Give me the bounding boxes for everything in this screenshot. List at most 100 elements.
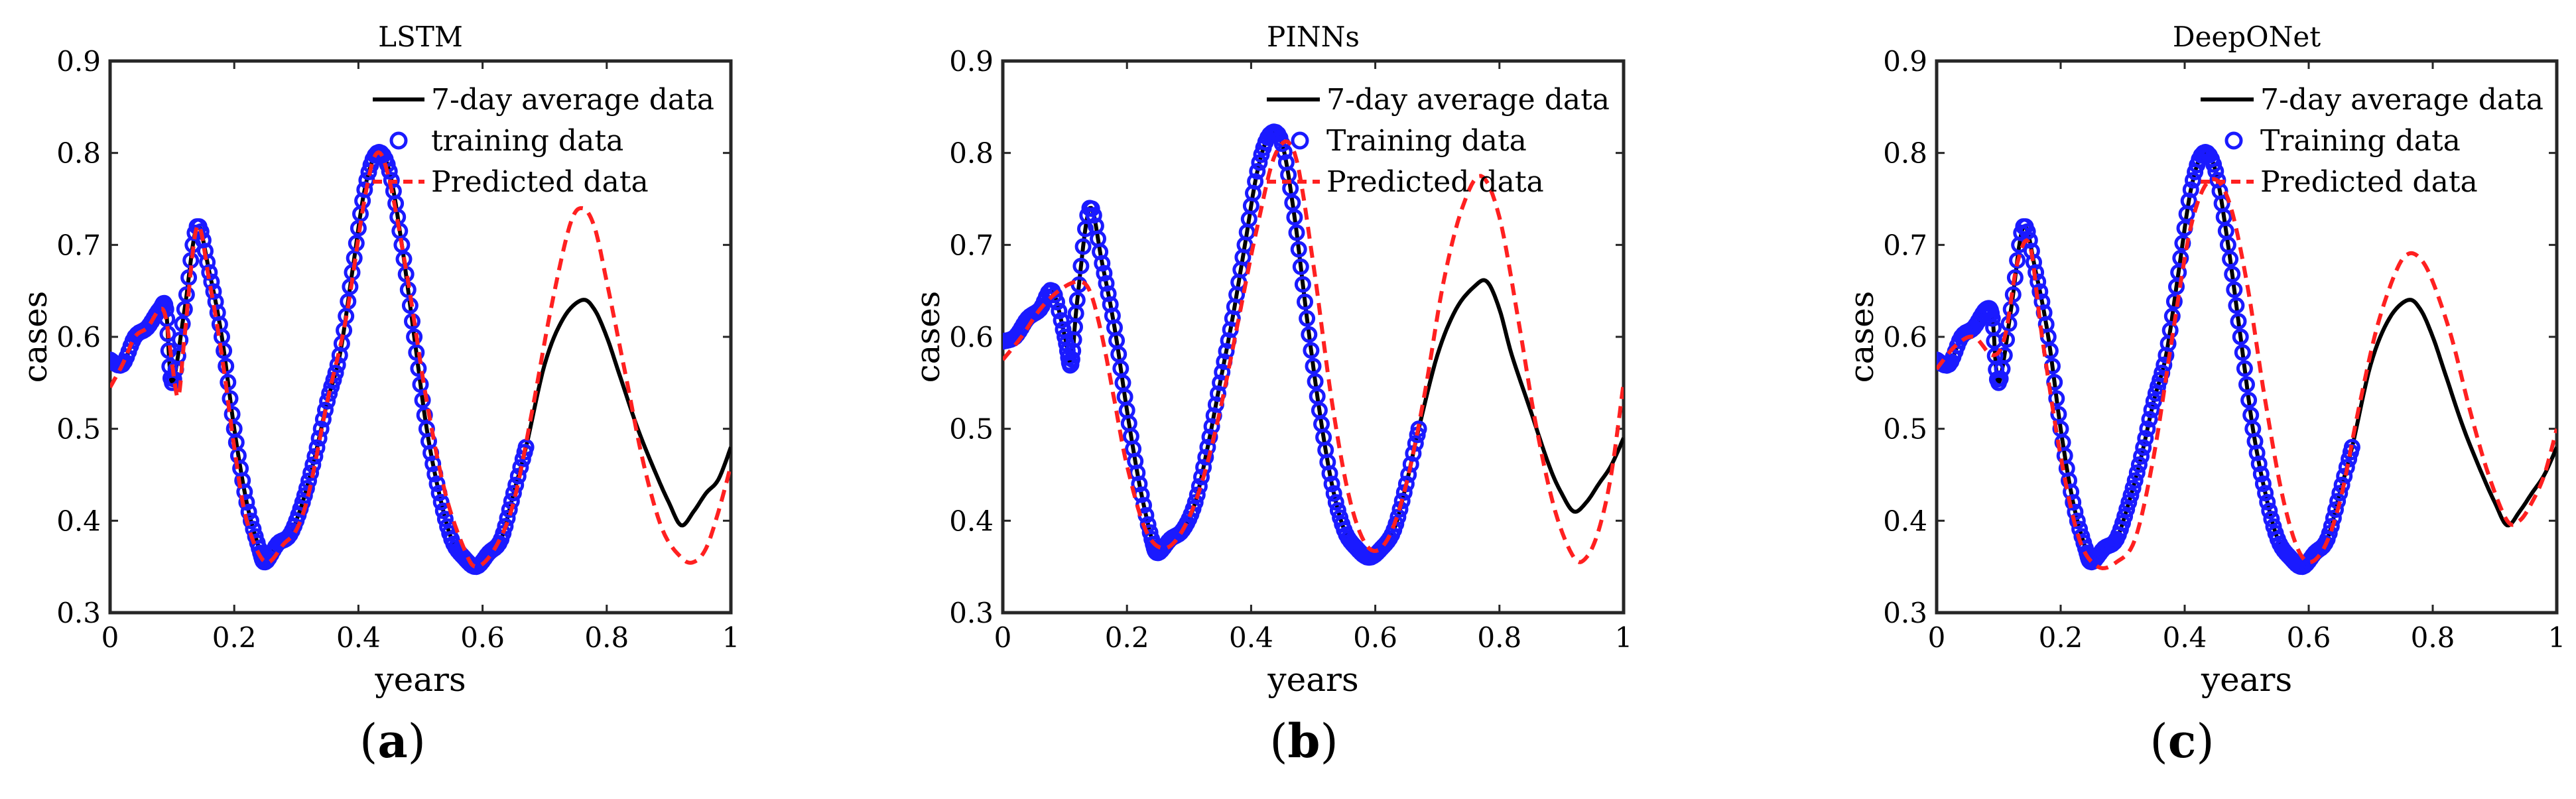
training-point <box>1100 285 1117 302</box>
subfigure-caption: (a) <box>359 713 426 768</box>
axes-frame <box>1001 59 1626 615</box>
training-point <box>2128 464 2146 481</box>
training-point <box>2254 475 2272 493</box>
training-point <box>2331 485 2349 502</box>
training-point <box>406 328 423 345</box>
training-point <box>178 286 195 303</box>
training-point <box>1329 502 1346 519</box>
y-tick-label: 0.7 <box>1883 229 1927 261</box>
training-point <box>1288 224 1305 241</box>
x-tick-label: 0 <box>994 621 1012 654</box>
y-tick-label: 0.6 <box>949 321 994 353</box>
training-point <box>2226 281 2243 298</box>
y-tick-label: 0.7 <box>56 229 101 261</box>
training-point <box>1992 370 2009 387</box>
y-axis-label: cases <box>16 291 54 383</box>
training-point <box>1305 357 1322 375</box>
x-tick-label: 0.4 <box>336 621 381 654</box>
caption-close-paren: ) <box>2196 714 2214 768</box>
y-tick-label: 0.3 <box>1883 597 1927 629</box>
x-tick-label: 0.2 <box>1105 621 1149 654</box>
x-tick-label: 0.6 <box>2287 621 2331 654</box>
y-tick-label: 0.5 <box>949 413 994 446</box>
training-point <box>1290 241 1307 258</box>
y-tick-label: 0.6 <box>1883 321 1927 353</box>
legend-label: 7-day average data <box>431 83 714 117</box>
training-point <box>505 485 522 502</box>
training-point <box>1325 485 1342 502</box>
training-point <box>2182 181 2199 198</box>
training-point <box>408 344 425 361</box>
series-predicted-line <box>1003 139 1624 564</box>
training-point <box>1203 418 1220 435</box>
training-point <box>172 332 189 349</box>
training-point <box>1303 342 1320 359</box>
y-tick-label: 0.8 <box>1883 137 1927 170</box>
training-point <box>2021 231 2038 249</box>
plot-area <box>1003 123 1624 566</box>
training-point <box>2248 444 2266 461</box>
training-point <box>1286 209 1303 226</box>
y-tick-label: 0.8 <box>56 137 101 170</box>
legend-training-swatch <box>2224 131 2243 150</box>
training-point <box>1046 286 1063 304</box>
training-point <box>2065 494 2082 511</box>
training-point <box>1197 449 1214 466</box>
training-point <box>2234 344 2251 361</box>
panel-2: 0 0.2 0.4 0.6 0.8 1 0.3 0.4 0.5 0.6 0.7 0.8 0.9 PINNs… <box>909 21 1632 699</box>
training-point <box>2141 410 2158 428</box>
x-tick-label: 0.8 <box>584 621 629 654</box>
training-point <box>1064 342 1082 359</box>
legend-training-swatch <box>1291 131 1309 150</box>
panel-1: 0 0.2 0.4 0.6 0.8 1 0.3 0.4 0.5 0.6 0.7 0.8 0.9 LSTM y… <box>16 21 740 699</box>
training-point <box>2145 393 2162 410</box>
training-point <box>1094 255 1111 272</box>
training-point <box>1297 293 1313 310</box>
legend: 7-day average data Training data Predicted… <box>2201 83 2544 199</box>
training-point <box>302 464 320 481</box>
training-point <box>1321 465 1338 482</box>
training-point <box>497 518 514 535</box>
x-tick-label: 0.2 <box>212 621 257 654</box>
training-point <box>306 448 324 465</box>
training-point <box>2118 501 2136 518</box>
training-point <box>2135 439 2152 456</box>
training-point <box>1131 475 1148 493</box>
training-point <box>1074 238 1092 255</box>
caption-open-paren: ( <box>359 714 377 768</box>
training-point <box>428 475 446 493</box>
training-point <box>201 264 218 281</box>
training-point <box>2257 485 2274 502</box>
training-point <box>1249 162 1266 180</box>
y-tick-label: 0.4 <box>56 505 101 537</box>
training-point <box>356 181 373 198</box>
training-point <box>243 513 259 530</box>
training-point <box>2259 493 2276 511</box>
legend-training-swatch <box>389 131 408 150</box>
caption-letter: c <box>2168 713 2197 768</box>
training-point <box>327 364 344 381</box>
training-point <box>2046 374 2063 391</box>
training-point <box>2137 430 2154 447</box>
x-tick-label: 1 <box>2548 621 2566 654</box>
training-point <box>1096 265 1113 282</box>
training-point <box>1218 343 1235 360</box>
training-point <box>2004 286 2022 303</box>
training-point <box>1199 438 1216 456</box>
training-point <box>180 269 198 286</box>
training-point <box>1323 475 1340 493</box>
plot-area <box>1937 144 2557 576</box>
y-tick-label: 0.4 <box>949 505 994 537</box>
training-point <box>1051 302 1068 320</box>
training-point <box>1189 486 1206 503</box>
training-point <box>2180 192 2197 210</box>
training-point <box>236 483 253 501</box>
legend-label: Predicted data <box>1326 165 1544 199</box>
training-point <box>2224 266 2241 282</box>
chart-title: DeepONet <box>2173 21 2321 53</box>
y-tick-label: 0.9 <box>1883 45 1927 78</box>
training-point <box>2185 172 2201 189</box>
training-point <box>1214 363 1231 381</box>
training-point <box>2156 356 2173 373</box>
